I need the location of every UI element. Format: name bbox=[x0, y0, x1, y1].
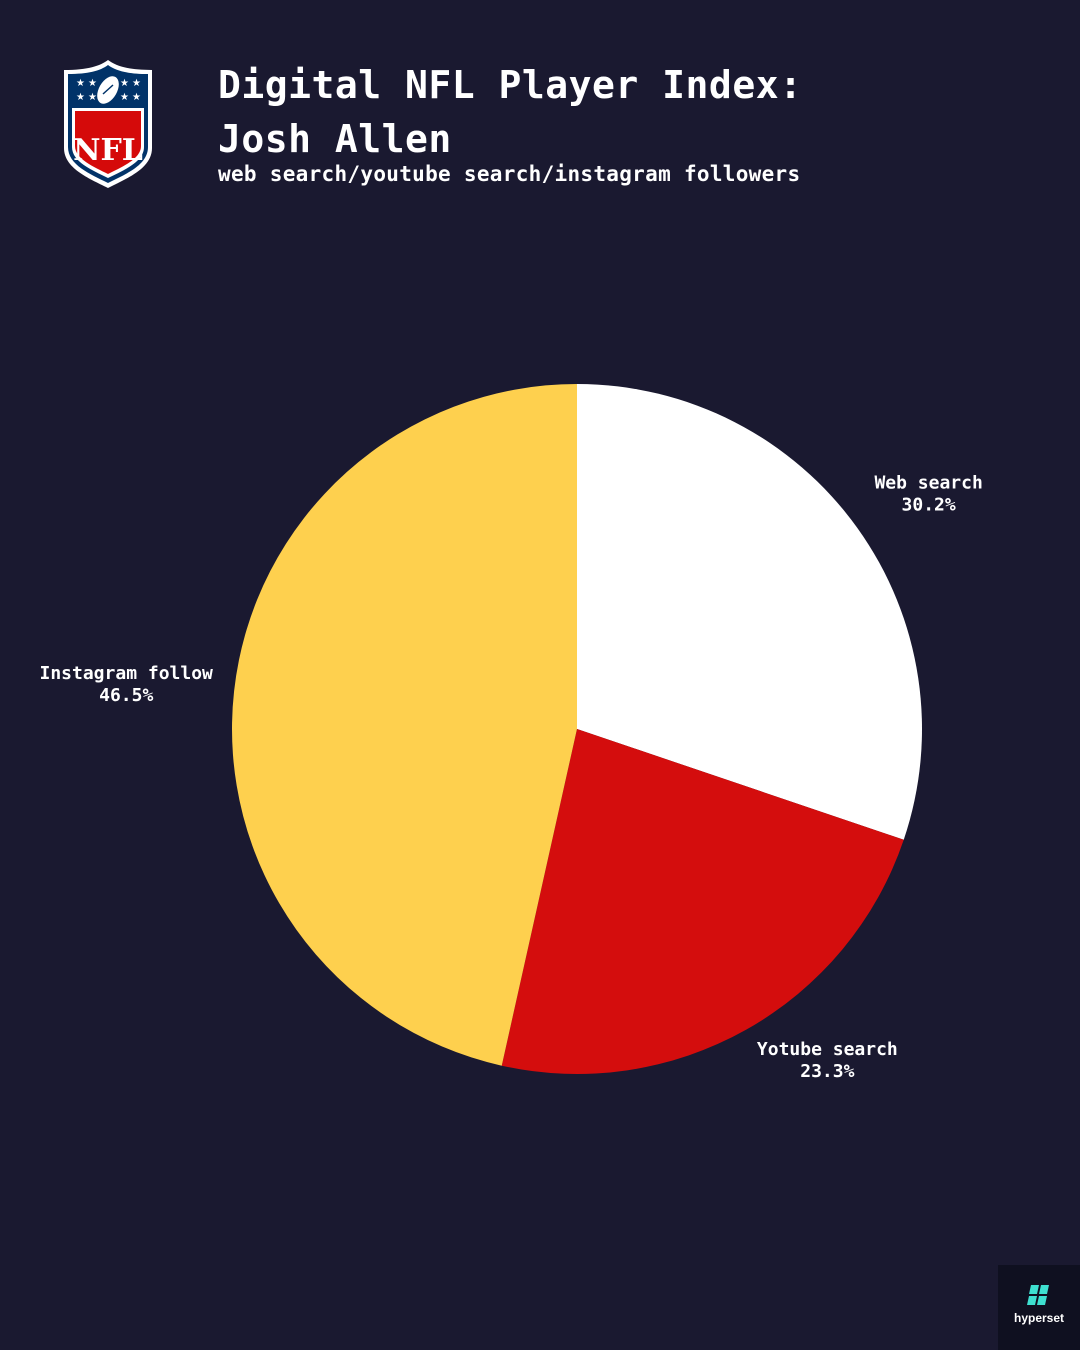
pie-slice-instagram-follow bbox=[231, 384, 578, 1066]
nfl-logo: ★ ★ ★ ★ ★ ★ ★ ★ NFL bbox=[64, 60, 152, 188]
svg-text:★: ★ bbox=[88, 78, 97, 89]
slice-value-label: 46.5% bbox=[99, 685, 153, 706]
nfl-logo-text: NFL bbox=[73, 133, 143, 168]
slice-value-label: 23.3% bbox=[800, 1061, 854, 1082]
pie-slice-yotube-search bbox=[501, 729, 904, 1074]
slice-label: Web search bbox=[874, 472, 982, 493]
slice-label: Instagram follow bbox=[40, 663, 214, 684]
title-line-1: Digital NFL Player Index: bbox=[218, 63, 803, 107]
hyperset-logo-icon bbox=[1027, 1285, 1049, 1305]
svg-text:★: ★ bbox=[76, 78, 85, 89]
svg-text:★: ★ bbox=[88, 92, 97, 103]
hyperset-logo-text: hyperset bbox=[1013, 1311, 1065, 1325]
svg-text:★: ★ bbox=[76, 92, 85, 103]
svg-text:★: ★ bbox=[132, 78, 141, 89]
svg-text:★: ★ bbox=[132, 92, 141, 103]
svg-text:★: ★ bbox=[120, 92, 129, 103]
slice-label: Yotube search bbox=[757, 1039, 898, 1060]
hyperset-watermark: hyperset bbox=[998, 1265, 1080, 1350]
slice-value-label: 30.2% bbox=[902, 494, 956, 515]
page-title: Digital NFL Player Index: Josh Allen bbox=[218, 58, 1018, 166]
title-line-2: Josh Allen bbox=[218, 117, 452, 161]
page-subtitle: web search/youtube search/instagram foll… bbox=[218, 162, 801, 186]
svg-text:★: ★ bbox=[120, 78, 129, 89]
pie-slice-web-search bbox=[577, 384, 922, 840]
